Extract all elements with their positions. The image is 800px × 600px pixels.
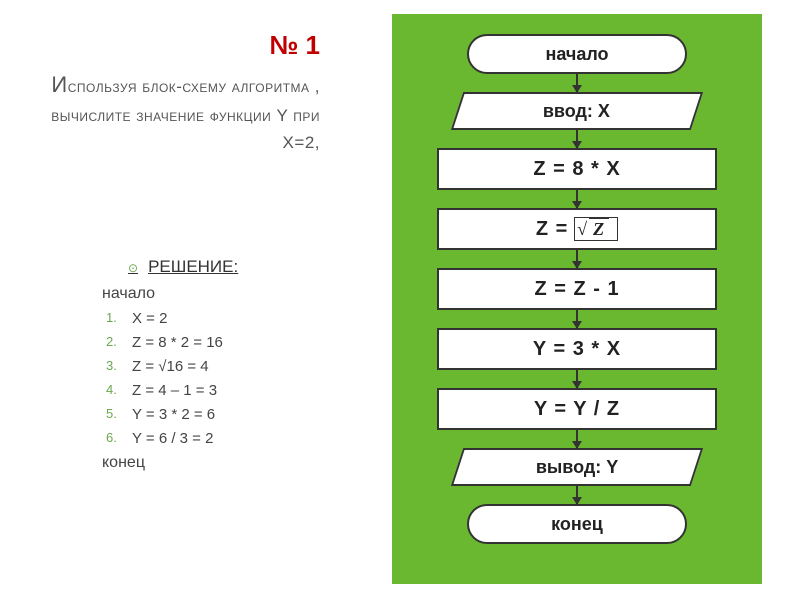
solution-step: Z = 8 * 2 = 16 [106, 334, 340, 351]
flow-arrow [576, 130, 578, 148]
solution-step: X = 2 [106, 310, 340, 327]
flow-node-in: ввод: X [451, 92, 703, 130]
solution-step: Y = 6 / 3 = 2 [106, 430, 340, 447]
task-line1-first: И [51, 72, 67, 97]
flow-arrow [576, 430, 578, 448]
flowchart: начало ввод: X Z = 8 * X Z =√Z Z = Z - 1 Y = … [392, 14, 762, 584]
flow-arrow [576, 190, 578, 208]
flow-node-p1: Z = 8 * X [437, 148, 717, 190]
flow-node-p4: Y = 3 * X [437, 328, 717, 370]
flow-arrow [576, 310, 578, 328]
solution-start: начало [102, 285, 340, 303]
solution-step: Z = √16 = 4 [106, 358, 340, 375]
flow-node-p2: Z =√Z [437, 208, 717, 250]
flow-node-start: начало [467, 34, 687, 74]
solution-title: РЕШЕНИЕ: [98, 257, 340, 277]
solution-step: Y = 3 * 2 = 6 [106, 406, 340, 423]
solution-end: конец [102, 454, 340, 472]
flowchart-panel: начало ввод: X Z = 8 * X Z =√Z Z = Z - 1 Y = … [392, 14, 762, 584]
left-pane: № 1 Используя блок-схему алгоритма , выч… [0, 0, 350, 600]
flow-node-out: вывод: Y [451, 448, 703, 486]
task-line1: спользуя блок-схему алгоритма , [68, 77, 320, 96]
solution-steps: X = 2 Z = 8 * 2 = 16 Z = √16 = 4 Z = 4 – 1 … [98, 310, 340, 447]
flow-node-p3: Z = Z - 1 [437, 268, 717, 310]
solution-block: РЕШЕНИЕ: начало X = 2 Z = 8 * 2 = 16 Z = √… [18, 257, 340, 472]
task-number: № 1 [18, 30, 340, 61]
solution-step: Z = 4 – 1 = 3 [106, 382, 340, 399]
flow-arrow [576, 250, 578, 268]
task-text: Используя блок-схему алгоритма , вычисли… [18, 67, 340, 157]
flow-node-p5: Y = Y / Z [437, 388, 717, 430]
flow-arrow [576, 370, 578, 388]
flow-arrow [576, 74, 578, 92]
flow-arrow [576, 486, 578, 504]
task-line2: вычислите значение функции Y при X=2, [51, 106, 320, 152]
flow-node-end: конец [467, 504, 687, 544]
